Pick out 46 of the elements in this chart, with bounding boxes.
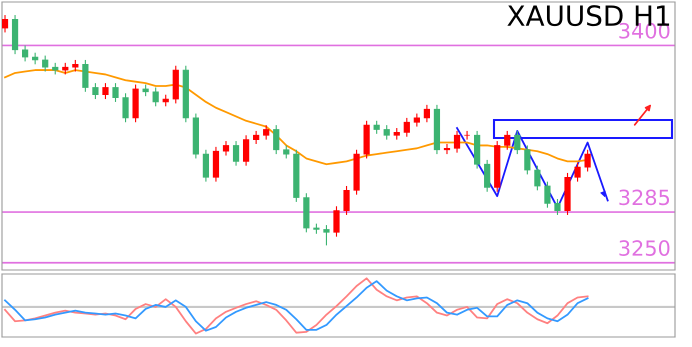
candlestick bbox=[152, 86, 159, 107]
candlestick bbox=[534, 165, 540, 191]
candlestick bbox=[162, 94, 169, 107]
candlestick bbox=[273, 124, 280, 155]
candlestick bbox=[112, 82, 119, 103]
candlestick bbox=[72, 59, 78, 72]
candlestick bbox=[283, 144, 290, 160]
candlestick bbox=[232, 140, 240, 166]
candlestick bbox=[42, 55, 48, 72]
ref-line-label: 3250 bbox=[619, 240, 670, 256]
candlestick bbox=[514, 130, 520, 155]
candlestick bbox=[554, 198, 561, 216]
candlestick bbox=[263, 124, 270, 140]
candlestick bbox=[374, 120, 380, 134]
candlestick bbox=[323, 224, 330, 246]
candlestick bbox=[102, 82, 109, 100]
candlestick bbox=[52, 62, 58, 75]
candlestick bbox=[222, 140, 230, 156]
candlestick bbox=[414, 112, 420, 128]
candlestick bbox=[62, 62, 68, 75]
candlestick bbox=[504, 130, 510, 150]
candlestick bbox=[484, 159, 490, 192]
candlestick bbox=[574, 162, 581, 182]
candlestick bbox=[394, 127, 400, 140]
candlestick bbox=[32, 52, 38, 65]
candlestick bbox=[122, 92, 129, 123]
candlestick bbox=[2, 14, 8, 33]
candlestick bbox=[92, 82, 99, 100]
candlestick bbox=[424, 104, 430, 123]
candlestick bbox=[202, 149, 210, 182]
candlestick bbox=[444, 143, 450, 155]
candlestick bbox=[544, 181, 551, 208]
candlestick bbox=[454, 130, 460, 154]
candlestick bbox=[253, 130, 260, 145]
candlestick bbox=[584, 149, 591, 172]
candlestick bbox=[22, 44, 28, 62]
candlestick bbox=[242, 134, 250, 166]
candlestick bbox=[82, 59, 88, 92]
candlestick bbox=[333, 206, 340, 238]
candlestick bbox=[313, 223, 320, 234]
candlestick bbox=[343, 185, 350, 216]
ref-line-label: 3285 bbox=[619, 189, 670, 206]
candlestick bbox=[524, 144, 530, 175]
candlestick bbox=[384, 124, 390, 140]
candlestick bbox=[142, 84, 149, 97]
candlestick bbox=[404, 117, 410, 138]
